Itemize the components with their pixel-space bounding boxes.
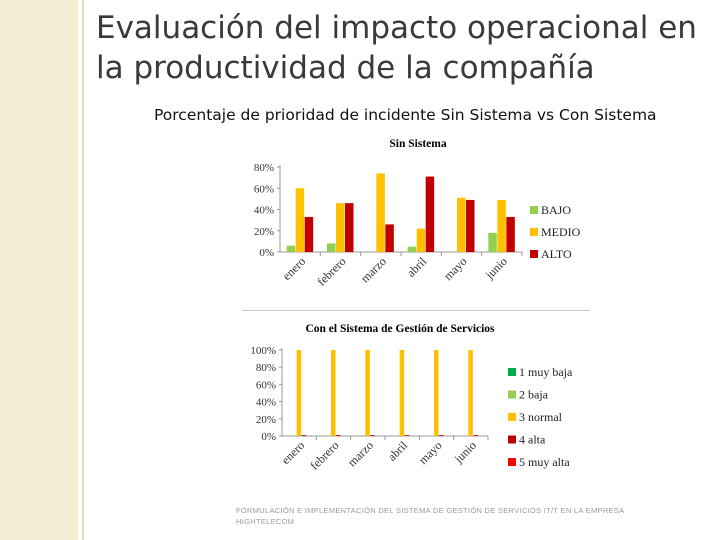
bar-abril-MEDIO xyxy=(416,228,426,252)
bar-junio-BAJO xyxy=(488,232,497,252)
legend-swatch-2-baja xyxy=(508,390,516,399)
bar-marzo-4-alta xyxy=(370,435,375,436)
decorative-side-line xyxy=(82,0,84,540)
bar-mayo-ALTO xyxy=(466,199,475,252)
y-tick-label: 80% xyxy=(254,162,274,174)
bar-junio-4-alta xyxy=(473,435,478,436)
x-tick-label-marzo: marzo xyxy=(358,254,389,285)
bar-enero-ALTO xyxy=(304,216,314,252)
bar-abril-3-normal xyxy=(399,350,405,436)
y-tick-label: 0% xyxy=(261,431,276,443)
y-tick-label: 0% xyxy=(259,247,274,259)
legend-swatch-BAJO xyxy=(530,206,538,214)
y-tick-label: 40% xyxy=(254,205,274,217)
legend-swatch-ALTO xyxy=(530,250,538,258)
bar-marzo-MEDIO xyxy=(376,173,385,252)
bar-mayo-4-alta xyxy=(439,435,444,436)
bar-abril-BAJO xyxy=(407,246,417,252)
slide-title: Evaluación del impacto operacional en la… xyxy=(96,10,697,86)
x-tick-label-mayo: mayo xyxy=(441,254,470,283)
x-tick-label-enero: enero xyxy=(280,254,309,283)
legend-label-5-muy-alta: 5 muy alta xyxy=(519,455,570,469)
bar-junio-MEDIO xyxy=(497,199,506,252)
x-tick-label-junio: junio xyxy=(482,254,510,282)
bar-febrero-BAJO xyxy=(327,243,336,252)
legend-label-1-muy-baja: 1 muy baja xyxy=(519,365,573,379)
legend-label-2-baja: 2 baja xyxy=(519,388,549,402)
bar-febrero-ALTO xyxy=(345,203,354,252)
x-tick-label-mayo: mayo xyxy=(416,438,445,467)
bar-abril-4-alta xyxy=(404,435,410,436)
slide-footer: FORMULACIÓN E IMPLEMENTACIÓN DEL SISTEMA… xyxy=(236,506,625,526)
legend-label-MEDIO: MEDIO xyxy=(541,225,581,239)
y-tick-label: 60% xyxy=(254,183,274,195)
x-tick-label-febrero: febrero xyxy=(307,438,341,472)
y-tick-label: 100% xyxy=(250,345,276,357)
chart-sin-sistema: Sin Sistema 0% 20% 40% 60% 80% enero febrero mar… xyxy=(254,138,581,289)
decorative-side-strip xyxy=(0,0,78,540)
bar-mayo-MEDIO xyxy=(457,197,466,252)
bar-febrero-MEDIO xyxy=(336,203,345,252)
x-tick-label-enero: enero xyxy=(279,438,308,467)
legend-swatch-3-normal xyxy=(508,413,516,421)
chart-con-sistema: Con el Sistema de Gestión de Servicios 0%… xyxy=(250,323,573,473)
bar-marzo-3-normal xyxy=(365,350,370,436)
bar-mayo-3-normal xyxy=(434,350,439,436)
legend-swatch-MEDIO xyxy=(530,228,538,236)
x-tick-label-abril: abril xyxy=(385,438,411,464)
chart-title: Sin Sistema xyxy=(389,138,446,150)
x-tick-label-marzo: marzo xyxy=(345,438,376,469)
bar-enero-MEDIO xyxy=(295,188,305,252)
legend-swatch-1-muy-baja xyxy=(508,368,516,376)
bar-marzo-ALTO xyxy=(385,224,394,252)
legend-label-BAJO: BAJO xyxy=(541,203,571,217)
legend-label-4-alta: 4 alta xyxy=(519,433,546,447)
legend-swatch-5-muy-alta xyxy=(508,458,516,466)
chart-divider xyxy=(242,310,590,311)
legend-label-3-normal: 3 normal xyxy=(519,410,563,424)
slide-subtitle: Porcentaje de prioridad de incidente Sin… xyxy=(154,106,657,124)
y-tick-label: 20% xyxy=(254,226,274,238)
bar-enero-4-alta xyxy=(301,435,307,436)
bar-junio-ALTO xyxy=(506,216,515,252)
bar-febrero-3-normal xyxy=(331,350,336,436)
legend-label-ALTO: ALTO xyxy=(541,247,572,261)
bar-abril-ALTO xyxy=(425,176,435,252)
legend-swatch-4-alta xyxy=(508,435,516,444)
x-tick-label-febrero: febrero xyxy=(314,254,348,288)
chart-title: Con el Sistema de Gestión de Servicios xyxy=(305,323,495,335)
bar-junio-3-normal xyxy=(468,350,473,436)
bar-febrero-4-alta xyxy=(336,435,341,436)
y-tick-label: 60% xyxy=(256,379,276,391)
y-tick-label: 80% xyxy=(256,362,276,374)
y-tick-label: 40% xyxy=(256,397,276,409)
x-tick-label-abril: abril xyxy=(404,254,430,280)
y-tick-label: 20% xyxy=(256,414,276,426)
bar-enero-BAJO xyxy=(286,245,296,252)
x-tick-label-junio: junio xyxy=(451,438,479,466)
bar-enero-3-normal xyxy=(296,350,302,436)
